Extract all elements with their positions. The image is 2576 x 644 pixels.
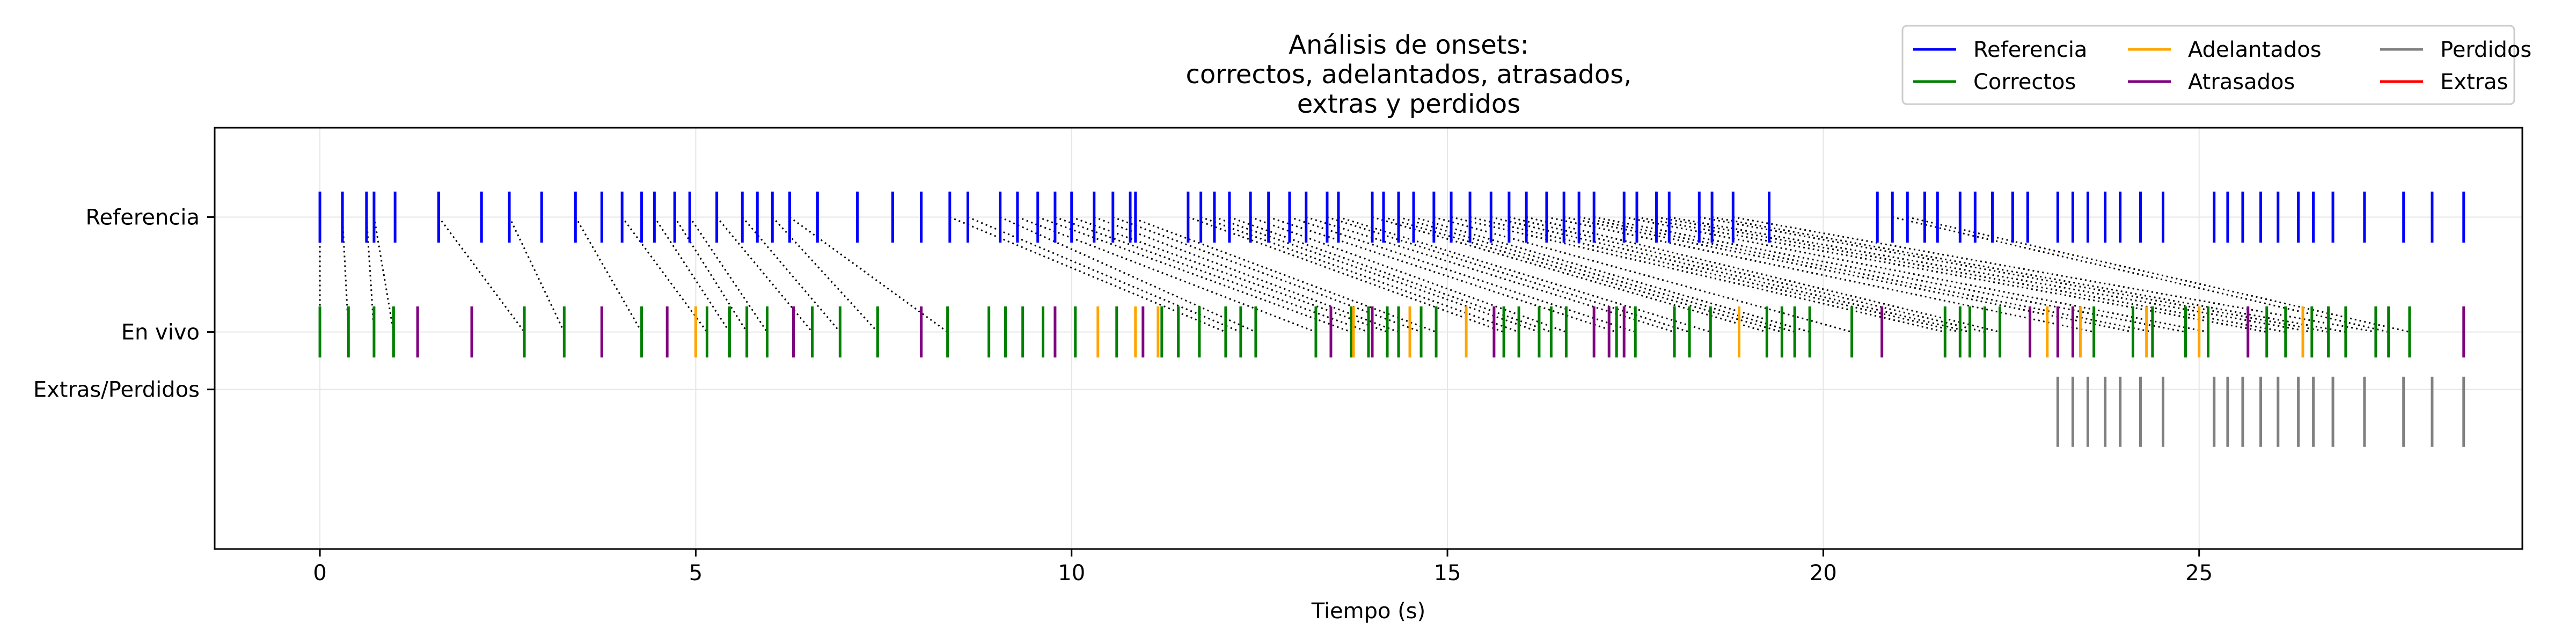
y-tick-label-1: En vivo [121, 320, 200, 345]
match-link-37 [1398, 216, 1795, 333]
plot-frame [214, 127, 2523, 550]
match-link-44 [1526, 216, 2000, 333]
legend-item-3: Atrasados [2128, 70, 2295, 94]
match-link-19 [1037, 216, 1352, 333]
match-link-18 [1017, 216, 1316, 333]
legend-item-1: Correctos [1913, 70, 2076, 94]
match-link-13 [772, 216, 879, 333]
match-link-3 [373, 217, 394, 332]
legend-item-0: Referencia [1913, 38, 2087, 62]
match-link-6 [575, 216, 642, 333]
match-link-17 [1000, 216, 1256, 333]
match-link-22 [1094, 216, 1399, 333]
y-tick-label-2: Extras/Perdidos [33, 378, 200, 402]
legend-label-1: Correctos [1973, 70, 2076, 94]
x-tick-label-3: 15 [1434, 561, 1461, 586]
x-tick-label-1: 5 [689, 561, 702, 586]
x-tick-label-0: 0 [313, 561, 326, 586]
x-axis: 0 5 10 15 20 25 [313, 549, 2213, 586]
match-link-50 [1636, 216, 2267, 333]
legend-item-5: Extras [2380, 70, 2508, 94]
legend-item-2: Adelantados [2128, 38, 2322, 62]
match-link-32 [1306, 216, 1675, 333]
legend-label-4: Perdidos [2440, 38, 2531, 62]
title-line-1: Análisis de onsets: [1289, 30, 1529, 60]
match-link-30 [1268, 216, 1617, 333]
match-link-41 [1469, 216, 1960, 333]
x-axis-label: Tiempo (s) [1311, 599, 1426, 624]
match-links [319, 216, 2410, 333]
chart-title: Análisis de onsets: correctos, adelantad… [1185, 30, 1631, 119]
title-line-3: extras y perdidos [1297, 89, 1521, 119]
match-link-34 [1338, 216, 1711, 333]
match-link-39 [1433, 216, 1853, 333]
match-link-20 [1055, 216, 1369, 333]
legend-box [1901, 25, 2515, 105]
match-link-33 [1327, 216, 1690, 333]
match-link-14 [789, 216, 948, 333]
legend-label-2: Adelantados [2188, 38, 2322, 62]
match-link-51 [1656, 216, 2286, 333]
match-link-47 [1578, 216, 2153, 333]
match-link-16 [967, 216, 1241, 333]
match-link-15 [949, 216, 1226, 333]
match-link-9 [674, 216, 748, 333]
match-link-5 [508, 216, 565, 333]
match-link-11 [716, 216, 813, 333]
legend-label-0: Referencia [1973, 38, 2087, 62]
match-link-57 [1907, 216, 2410, 333]
match-link-53 [1699, 216, 2329, 333]
match-link-25 [1188, 216, 1504, 333]
match-link-38 [1413, 216, 1810, 333]
match-link-54 [1711, 216, 2346, 333]
match-link-46 [1563, 216, 2133, 333]
legend-item-4: Perdidos [2380, 38, 2531, 62]
legend-label-3: Atrasados [2188, 70, 2295, 94]
legend-label-5: Extras [2440, 70, 2508, 94]
x-tick-label-2: 10 [1058, 561, 1085, 586]
x-tick-label-4: 20 [1810, 561, 1837, 586]
legend: Referencia Correctos Adelantados Atrasados P… [1901, 25, 2531, 105]
event-lines [318, 191, 2465, 447]
match-link-35 [1372, 216, 1767, 333]
y-axis: Referencia En vivo Extras/Perdidos [33, 206, 215, 402]
y-tick-label-0: Referencia [86, 206, 200, 230]
match-link-23 [1113, 216, 1422, 333]
title-line-2: correctos, adelantados, atrasados, [1185, 60, 1631, 90]
match-link-8 [654, 216, 730, 333]
x-tick-label-5: 25 [2185, 561, 2213, 586]
legend-items: Referencia Correctos Adelantados Atrasados P… [1913, 38, 2531, 94]
match-link-24 [1130, 216, 1437, 333]
match-link-7 [621, 216, 708, 333]
